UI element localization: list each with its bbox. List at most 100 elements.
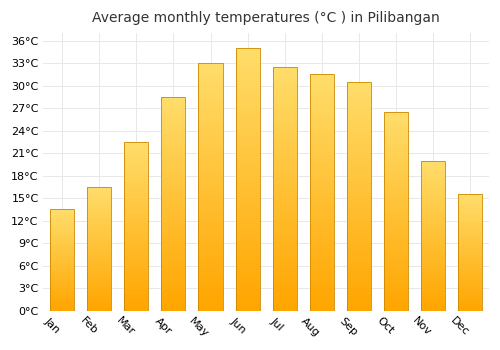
Bar (458, 306, 482, 307)
Bar (384, 241, 408, 243)
Bar (124, 236, 148, 238)
Bar (384, 225, 408, 227)
Bar (347, 308, 371, 310)
Bar (87, 281, 111, 282)
Bar (272, 82, 297, 84)
Bar (310, 103, 334, 105)
Bar (50, 304, 74, 306)
Bar (236, 232, 260, 234)
Bar (124, 206, 148, 208)
Bar (162, 223, 186, 225)
Bar (310, 86, 334, 89)
Bar (421, 174, 446, 176)
Bar (384, 273, 408, 275)
Bar (50, 269, 74, 270)
Bar (421, 306, 446, 308)
Bar (272, 294, 297, 296)
Bar (458, 244, 482, 246)
Bar (50, 303, 74, 304)
Bar (162, 105, 186, 108)
Bar (384, 126, 408, 128)
Bar (384, 265, 408, 267)
Bar (198, 254, 222, 256)
Bar (347, 262, 371, 265)
Bar (272, 94, 297, 96)
Bar (310, 218, 334, 221)
Bar (421, 161, 446, 310)
Bar (162, 212, 186, 215)
Bar (421, 167, 446, 168)
Bar (421, 197, 446, 198)
Bar (124, 252, 148, 253)
Bar (310, 226, 334, 228)
Bar (198, 63, 222, 66)
Bar (384, 163, 408, 166)
Bar (272, 206, 297, 208)
Bar (236, 59, 260, 61)
Bar (421, 258, 446, 260)
Bar (198, 234, 222, 236)
Bar (384, 191, 408, 194)
Bar (198, 303, 222, 306)
Bar (124, 203, 148, 204)
Bar (124, 169, 148, 170)
Bar (236, 237, 260, 240)
Bar (236, 295, 260, 298)
Bar (310, 207, 334, 209)
Bar (162, 276, 186, 279)
Bar (310, 202, 334, 204)
Bar (124, 149, 148, 150)
Bar (384, 168, 408, 169)
Bar (162, 197, 186, 199)
Bar (236, 127, 260, 130)
Bar (162, 125, 186, 127)
Bar (162, 118, 186, 120)
Bar (236, 132, 260, 135)
Bar (272, 228, 297, 230)
Bar (198, 212, 222, 214)
Bar (458, 248, 482, 249)
Bar (87, 298, 111, 300)
Bar (272, 125, 297, 128)
Bar (162, 236, 186, 238)
Bar (124, 145, 148, 147)
Bar (421, 185, 446, 186)
Bar (421, 170, 446, 171)
Bar (347, 235, 371, 237)
Bar (421, 222, 446, 224)
Bar (421, 204, 446, 206)
Bar (421, 276, 446, 278)
Bar (310, 133, 334, 136)
Bar (421, 236, 446, 237)
Bar (162, 182, 186, 184)
Bar (458, 281, 482, 283)
Bar (87, 194, 111, 196)
Bar (124, 275, 148, 277)
Bar (310, 131, 334, 133)
Bar (87, 267, 111, 268)
Bar (384, 287, 408, 289)
Bar (50, 233, 74, 234)
Bar (272, 240, 297, 243)
Bar (124, 290, 148, 292)
Bar (162, 304, 186, 306)
Bar (272, 111, 297, 113)
Bar (421, 168, 446, 170)
Bar (347, 219, 371, 222)
Bar (124, 144, 148, 145)
Bar (236, 271, 260, 274)
Bar (310, 157, 334, 160)
Bar (198, 130, 222, 133)
Bar (198, 76, 222, 78)
Bar (87, 188, 111, 189)
Bar (50, 215, 74, 216)
Bar (384, 199, 408, 201)
Bar (124, 302, 148, 304)
Bar (124, 181, 148, 182)
Bar (310, 273, 334, 275)
Bar (384, 293, 408, 295)
Bar (87, 208, 111, 209)
Bar (347, 247, 371, 249)
Bar (310, 254, 334, 256)
Bar (347, 167, 371, 169)
